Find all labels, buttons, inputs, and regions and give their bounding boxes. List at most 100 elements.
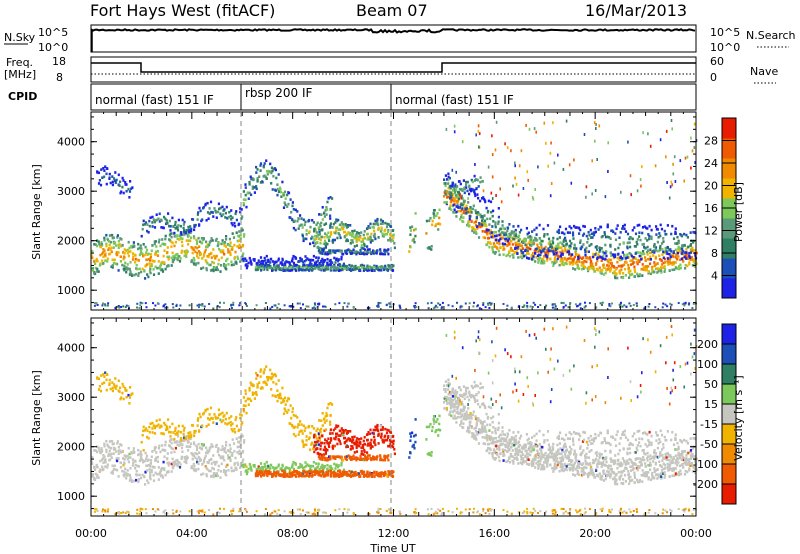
power-cell [334,265,337,269]
velocity-cell [112,467,115,471]
velocity-cell [151,421,154,425]
velocity-cell [153,432,157,435]
power-cell [366,264,369,268]
power-cell [677,302,680,304]
power-cell [611,253,614,256]
power-cell [197,250,200,253]
power-cell [563,256,566,260]
velocity-cell [303,469,306,473]
power-cell [146,263,149,266]
velocity-cell [142,460,145,464]
velocity-cell [118,390,121,393]
power-cell [585,234,588,238]
power-cell [222,249,225,252]
velocity-cell [159,474,162,478]
power-cell [141,302,144,305]
velocity-cell [149,473,152,477]
power-cell [381,222,384,225]
power-cell [625,305,628,308]
velocity-cell [125,476,128,480]
power-cell [219,270,222,273]
velocity-cell [182,429,185,432]
velocity-cell [296,425,299,429]
power-cell [245,266,248,270]
power-cell [369,251,372,254]
power-cell [165,222,168,226]
velocity-cell [299,462,302,466]
power-cell [584,253,587,257]
velocity-cell [119,443,122,446]
power-cell [327,237,330,241]
power-cell [302,266,305,270]
velocity-cell [327,469,330,473]
power-cell [329,217,332,220]
power-cell [670,180,673,184]
power-cell [374,222,377,226]
power-cell [122,191,125,195]
power-cell [206,245,209,249]
power-cell [256,168,259,171]
power-cell [318,228,321,231]
velocity-cell [126,469,129,472]
power-cell [368,226,372,230]
power-cell [565,242,568,246]
power-cell [693,122,696,126]
power-cell [492,231,496,234]
power-cell [481,230,484,233]
power-cell [599,225,602,229]
velocity-cell [300,423,303,426]
velocity-cell [205,451,208,455]
power-cell [543,260,546,263]
power-cell [683,302,686,305]
power-cell [464,208,467,211]
power-cell [168,238,171,241]
power-cell [314,307,317,310]
power-cell [598,266,601,269]
power-cell [108,177,111,180]
power-cell [601,304,603,306]
power-cell [216,210,220,214]
velocity-cell [360,437,363,440]
power-cell [557,246,560,249]
power-cell [634,252,637,255]
power-cell [244,302,247,304]
power-cell [140,247,143,251]
power-cell [683,179,685,183]
power-cell [201,218,204,221]
velocity-cell [366,444,369,447]
power-cell [163,215,166,219]
power-cell [648,224,651,228]
power-cell [134,257,137,261]
power-cell [536,243,539,247]
power-cell [110,246,113,250]
velocity-cell [154,446,157,449]
velocity-cell [211,445,214,448]
power-cell [540,243,543,246]
velocity-cell [159,424,163,428]
power-cell [491,134,493,138]
power-cell [510,239,513,243]
power-cell [212,254,216,258]
power-cell [446,190,449,193]
power-cell [475,133,477,137]
power-cell [376,217,379,221]
power-cell [641,263,644,266]
power-cell [100,168,103,171]
power-cell [630,193,632,197]
power-cell [228,243,231,247]
power-cell [684,267,687,270]
power-cell [248,183,251,186]
power-cell [530,240,533,243]
velocity-cell [99,451,102,455]
power-cell [630,254,633,258]
power-cell [233,256,236,259]
power-cell [578,267,581,270]
velocity-cell [251,391,254,394]
power-cell [689,258,692,261]
velocity-cell [125,395,128,399]
power-cell [340,250,343,253]
power-cell [265,254,268,258]
power-cell [476,178,479,182]
power-cell [665,155,667,159]
power-cell [385,249,388,252]
